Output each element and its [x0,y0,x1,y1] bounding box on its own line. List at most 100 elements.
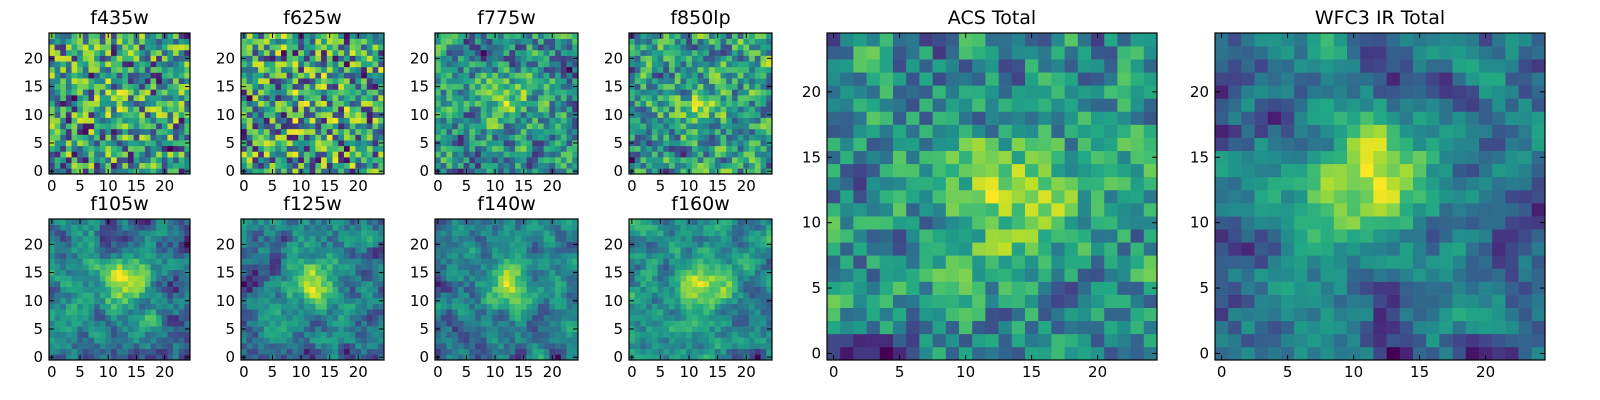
heatmap-cell [127,140,134,147]
heatmap-cell [156,168,163,175]
heatmap-cell [526,224,533,231]
heatmap-cell [674,123,681,130]
heatmap-cell [492,123,499,130]
heatmap-cell [480,49,487,56]
heatmap-cell [88,297,95,304]
heatmap-cell [640,145,647,152]
heatmap-cell [452,309,459,316]
heatmap-cell [686,320,693,327]
heatmap-cell [173,326,180,333]
heatmap-cell [726,314,733,321]
heatmap-cell [156,78,163,85]
heatmap-cell [440,337,447,344]
heatmap-cell [49,309,55,316]
heatmap-cell [122,72,129,79]
heatmap-cell [338,128,345,135]
heatmap-cell [509,309,516,316]
heatmap-cell [697,303,704,310]
heatmap-cell [321,275,328,282]
heatmap-cell [263,320,270,327]
heatmap-cell [657,66,664,73]
heatmap-cell [292,286,299,293]
heatmap-cell [463,337,470,344]
heatmap-cell [709,123,716,130]
heatmap-cell [303,157,310,164]
heatmap-cell [726,343,733,350]
heatmap-cell [486,128,493,135]
heatmap-cell [486,337,493,344]
heatmap-cell [737,134,744,141]
heatmap-cell [133,224,140,231]
heatmap-cell [173,61,180,68]
heatmap-cell [532,128,539,135]
heatmap-cell [99,151,106,158]
heatmap-cell [731,326,738,333]
heatmap-cell [703,331,710,338]
heatmap-cell [475,66,482,73]
heatmap-cell [65,252,72,259]
heatmap-cell [766,309,773,316]
heatmap-cell [77,348,84,355]
heatmap-cell [49,320,55,327]
heatmap-cell [122,292,129,299]
heatmap-cell [161,230,168,237]
heatmap-cell [263,162,270,169]
heatmap-cell [156,106,163,113]
heatmap-cell [281,33,288,39]
heatmap-cell [65,117,72,124]
heatmap-cell [286,44,293,51]
heatmap-cell [167,309,174,316]
heatmap-cell [286,331,293,338]
heatmap-cell [71,61,78,68]
heatmap-cell [303,252,310,259]
heatmap-cell [486,100,493,107]
heatmap-cell [258,252,265,259]
heatmap-cell [469,286,476,293]
heatmap-cell [241,61,248,68]
heatmap-cell [663,33,670,39]
heatmap-cell [82,95,89,101]
heatmap-cell [737,38,744,45]
heatmap-cell [543,145,550,152]
heatmap-cell [497,264,504,271]
heatmap-cell [269,157,276,164]
heatmap-cell [452,83,459,90]
heatmap-cell [446,331,453,338]
heatmap-cell [731,303,738,310]
heatmap-cell [503,123,510,130]
heatmap-cell [173,235,180,242]
heatmap-cell [349,168,356,175]
heatmap-cell [99,117,106,124]
heatmap-cell [646,38,653,45]
heatmap-cell [555,252,562,259]
heatmap-cell [178,117,185,124]
heatmap-cell [566,117,573,124]
heatmap-cell [60,331,67,338]
heatmap-cell [275,117,282,124]
heatmap-cell [754,309,761,316]
heatmap-cell [309,224,316,231]
heatmap-cell [71,95,78,101]
heatmap-cell [749,78,756,85]
heatmap-cell [480,168,487,175]
heatmap-cell [726,168,733,175]
heatmap-cell [549,286,556,293]
heatmap-cell [720,89,727,96]
heatmap-cell [515,168,522,175]
heatmap-cell [161,61,168,68]
heatmap-cell [77,123,84,130]
heatmap-cell [361,145,368,152]
heatmap-cell [321,320,328,327]
heatmap-cell [515,314,522,321]
heatmap-cell [338,320,345,327]
heatmap-cell [82,38,89,45]
heatmap-cell [634,100,641,107]
heatmap-cell [572,100,579,107]
heatmap-cell [520,83,527,90]
heatmap-cell [475,95,482,101]
heatmap-cell [709,55,716,62]
heatmap-cell [475,292,482,299]
heatmap-cell [326,297,333,304]
heatmap-cell [122,275,129,282]
heatmap-cell [646,44,653,51]
